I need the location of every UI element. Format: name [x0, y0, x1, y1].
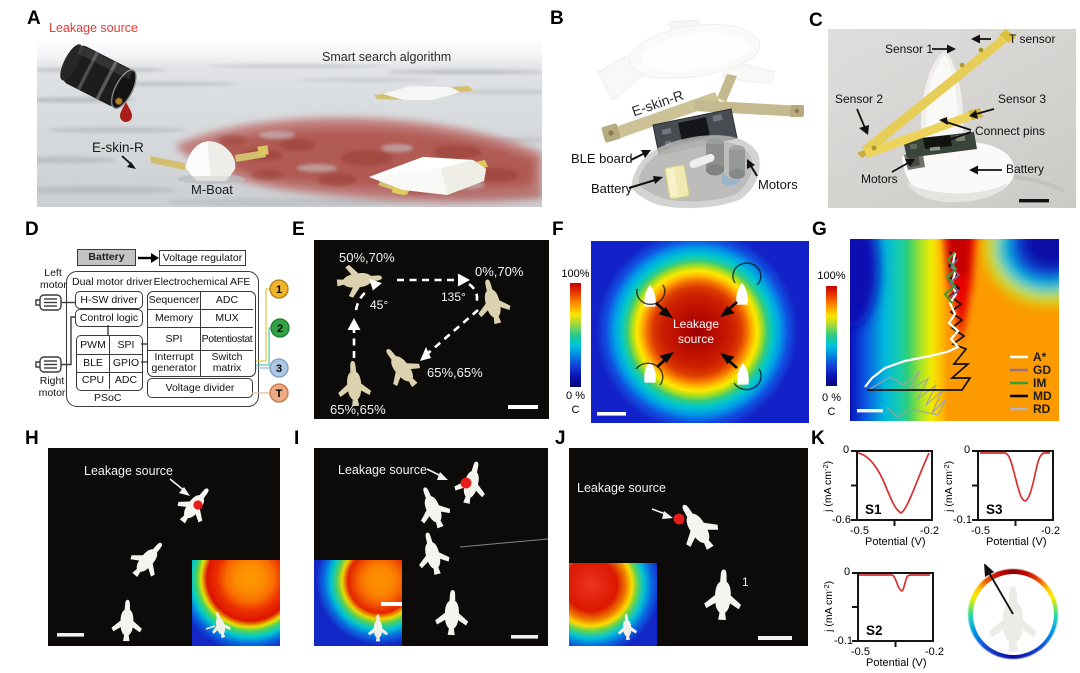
svg-text:A*: A* [1033, 350, 1047, 364]
svg-text:MD: MD [1033, 389, 1052, 403]
svg-text:RD: RD [1033, 402, 1051, 416]
svg-text:IM: IM [1033, 376, 1046, 390]
svg-text:T: T [276, 388, 283, 400]
svg-text:3: 3 [276, 363, 282, 375]
svg-text:GD: GD [1033, 363, 1051, 377]
svg-text:2: 2 [277, 323, 283, 335]
svg-text:1: 1 [276, 284, 282, 296]
